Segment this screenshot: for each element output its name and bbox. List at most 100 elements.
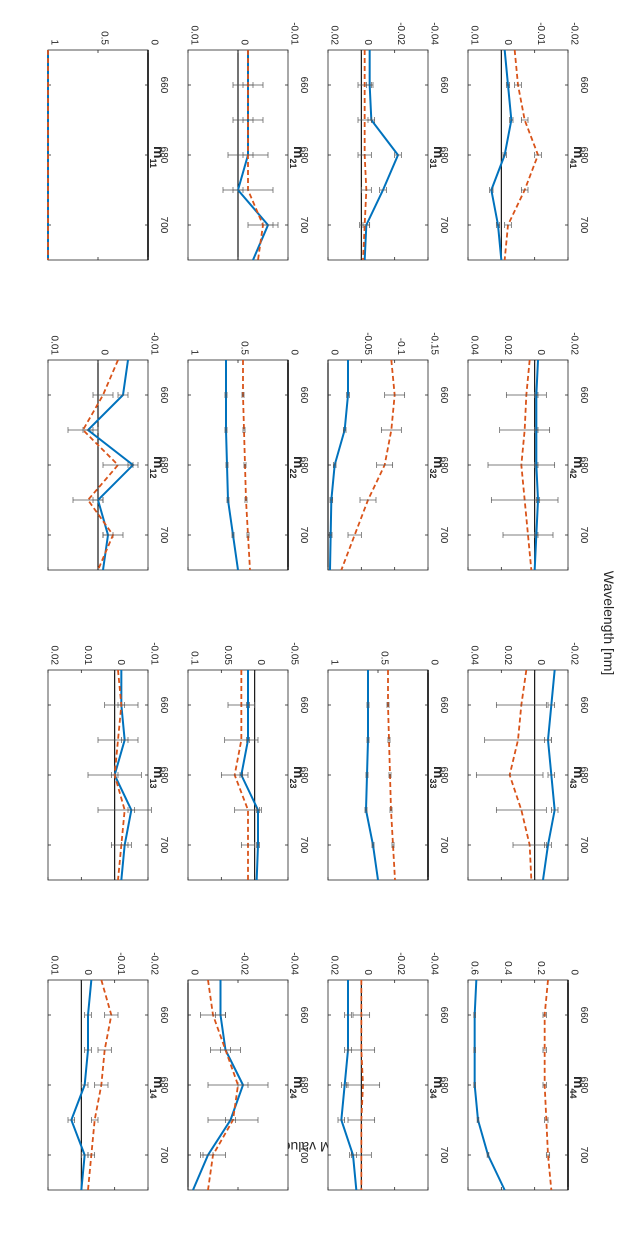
panel-m42: 660 680 700 -0.02 0 0.02 0.04 m42 xyxy=(467,332,589,571)
y-tick-label: 0.5 xyxy=(379,651,390,665)
y-tick-label: -0.02 xyxy=(149,952,160,975)
x-tick-label: 660 xyxy=(578,77,589,94)
y-tick-label: 0 xyxy=(255,659,266,665)
panel-title: m22 xyxy=(288,456,307,478)
panel-m12: 660 680 700 -0.01 0 0.01 m12 xyxy=(47,332,169,571)
y-tick-label: -0.02 xyxy=(239,952,250,975)
y-tick-label: -0.02 xyxy=(569,642,580,665)
x-tick-label: 700 xyxy=(578,1147,589,1164)
y-tick-label: -0.02 xyxy=(569,22,580,45)
y-tick-label: 0.01 xyxy=(49,956,60,976)
x-tick-label: 700 xyxy=(298,217,309,234)
panel-title: m11 xyxy=(148,146,167,168)
y-tick-label: 0 xyxy=(362,969,373,975)
y-tick-label: 0 xyxy=(329,349,340,355)
y-tick-label: 0.2 xyxy=(535,961,546,975)
y-tick-label: -0.01 xyxy=(115,952,126,975)
x-tick-label: 700 xyxy=(298,837,309,854)
x-tick-label: 680 xyxy=(578,147,589,164)
y-tick-label: 0 xyxy=(239,39,250,45)
panel-title: m44 xyxy=(568,1076,587,1098)
x-tick-label: 660 xyxy=(438,387,449,404)
y-tick-label: -0.01 xyxy=(535,22,546,45)
panel-m22: 660 680 700 0 0.5 1 m22 xyxy=(187,341,309,571)
x-tick-label: 680 xyxy=(298,147,309,164)
panel-m44: 660 680 700 0 0.2 0.4 0.6 m44 xyxy=(467,961,589,1191)
y-tick-label: 0.01 xyxy=(49,336,60,356)
x-tick-label: 700 xyxy=(438,217,449,234)
y-tick-label: -0.05 xyxy=(362,332,373,355)
x-tick-label: 700 xyxy=(158,527,169,544)
panel-m23: 660 680 700 -0.05 0 0.05 0.1 m23 xyxy=(187,642,309,881)
panel-title: m13 xyxy=(148,766,167,788)
y-tick-label: 0.05 xyxy=(222,646,233,666)
panel-m24: 660 680 700 -0.04 -0.02 0 m24 xyxy=(187,952,309,1191)
x-tick-label: 700 xyxy=(438,837,449,854)
panel-m14: 660 680 700 -0.02 -0.01 0 0.01 m14 xyxy=(47,952,169,1191)
plot-frame xyxy=(187,359,289,571)
y-tick-label: 0 xyxy=(189,969,200,975)
y-tick-label: -0.01 xyxy=(289,22,300,45)
x-tick-label: 660 xyxy=(298,1007,309,1024)
y-tick-label: 0.02 xyxy=(329,26,340,46)
x-tick-label: 660 xyxy=(298,77,309,94)
panel-m43: 660 680 700 -0.02 0 0.02 0.04 m43 xyxy=(467,642,589,881)
panel-title: m43 xyxy=(568,766,587,788)
plot-frame xyxy=(327,669,429,881)
panel-m32: 660 680 700 -0.15 -0.1 -0.05 0 m32 xyxy=(327,332,449,571)
x-tick-label: 700 xyxy=(298,1147,309,1164)
x-axis-label: Wavelength [nm] xyxy=(601,571,617,676)
panel-title: m33 xyxy=(428,766,447,788)
y-tick-label: -0.04 xyxy=(289,952,300,975)
y-tick-label: 0.4 xyxy=(502,961,513,975)
y-tick-label: 0.6 xyxy=(469,961,480,975)
x-tick-label: 660 xyxy=(158,1007,169,1024)
x-tick-label: 680 xyxy=(438,767,449,784)
x-tick-label: 680 xyxy=(298,457,309,474)
plot-frame xyxy=(47,49,149,261)
y-tick-label: -0.02 xyxy=(395,22,406,45)
y-tick-label: -0.02 xyxy=(395,952,406,975)
panel-m33: 660 680 700 0 0.5 1 m33 xyxy=(327,651,449,881)
x-tick-label: 660 xyxy=(298,387,309,404)
y-tick-label: 0 xyxy=(569,969,580,975)
y-tick-label: 0.02 xyxy=(502,646,513,666)
panel-title: m32 xyxy=(428,456,447,478)
y-tick-label: -0.05 xyxy=(289,642,300,665)
panel-m13: 660 680 700 -0.01 0 0.01 0.02 m13 xyxy=(47,642,169,881)
panel-title: m21 xyxy=(288,146,307,168)
x-tick-label: 660 xyxy=(158,77,169,94)
y-tick-label: 0 xyxy=(535,349,546,355)
x-tick-label: 680 xyxy=(578,767,589,784)
x-tick-label: 700 xyxy=(158,217,169,234)
y-tick-label: 0 xyxy=(149,39,160,45)
x-tick-label: 660 xyxy=(438,77,449,94)
x-tick-label: 680 xyxy=(158,147,169,164)
y-tick-label: 0 xyxy=(362,39,373,45)
plot-frame xyxy=(327,49,429,261)
x-tick-label: 700 xyxy=(578,527,589,544)
panel-title: m34 xyxy=(428,1076,447,1098)
plot-frame xyxy=(467,49,569,261)
y-tick-label: 0 xyxy=(289,349,300,355)
x-tick-label: 700 xyxy=(158,1147,169,1164)
x-tick-label: 680 xyxy=(158,457,169,474)
x-tick-label: 680 xyxy=(438,1077,449,1094)
panel-title: m24 xyxy=(288,1076,307,1098)
x-tick-label: 700 xyxy=(438,1147,449,1164)
y-tick-label: 0 xyxy=(115,659,126,665)
x-tick-label: 660 xyxy=(298,697,309,714)
y-tick-label: 1 xyxy=(329,659,340,665)
y-tick-label: -0.04 xyxy=(429,952,440,975)
y-tick-label: -0.04 xyxy=(429,22,440,45)
x-tick-label: 660 xyxy=(578,387,589,404)
x-tick-label: 700 xyxy=(578,837,589,854)
y-tick-label: 0.01 xyxy=(82,646,93,666)
x-tick-label: 680 xyxy=(158,1077,169,1094)
x-tick-label: 680 xyxy=(438,457,449,474)
y-tick-label: 0.01 xyxy=(469,26,480,46)
panel-title: m14 xyxy=(148,1076,167,1098)
panel-title: m31 xyxy=(428,146,447,168)
x-tick-label: 700 xyxy=(158,837,169,854)
